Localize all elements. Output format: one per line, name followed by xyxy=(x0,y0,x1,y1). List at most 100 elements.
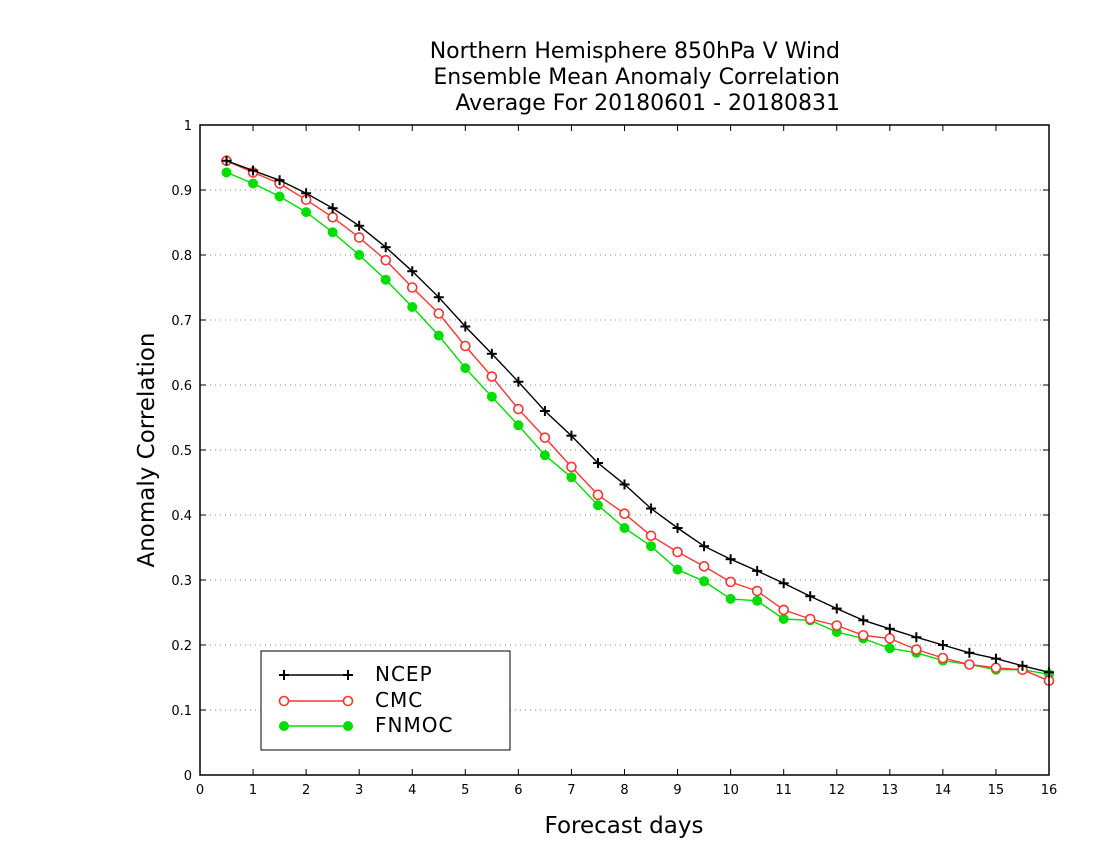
data-point-cmc xyxy=(804,613,816,625)
x-tick-label: 12 xyxy=(828,783,845,798)
data-point-ncep xyxy=(699,541,710,552)
x-tick-label: 15 xyxy=(988,783,1005,798)
data-point-ncep xyxy=(911,632,922,643)
plot-frame xyxy=(199,124,1050,776)
data-point-fnmoc xyxy=(752,595,763,606)
x-tick-label: 8 xyxy=(620,783,628,798)
y-tick-label: 0.4 xyxy=(171,509,192,524)
data-point-cmc xyxy=(406,282,418,293)
series-lines xyxy=(221,155,1055,687)
x-tick-label: 6 xyxy=(514,783,522,798)
data-point-fnmoc xyxy=(327,227,338,238)
data-point-fnmoc xyxy=(778,614,789,624)
x-tick-label: 0 xyxy=(196,783,204,798)
x-tick-label: 9 xyxy=(673,783,681,798)
axis-ticks: 00.10.20.30.40.50.60.70.80.910 1 2 3 4 5 6 7 8 9 1… xyxy=(171,119,1057,798)
x-tick-label: 5 xyxy=(461,783,469,798)
data-point-ncep xyxy=(248,165,259,176)
data-point-cmc xyxy=(751,585,763,597)
data-point-ncep xyxy=(380,242,391,253)
data-point-ncep xyxy=(407,266,418,277)
data-point-fnmoc xyxy=(513,420,524,431)
data-point-ncep xyxy=(725,554,736,565)
legend: NCEP CMC FNMOC xyxy=(260,650,511,751)
x-tick-label: 11 xyxy=(775,783,792,798)
series-line-ncep xyxy=(226,160,1050,673)
data-point-cmc xyxy=(592,489,604,501)
x-tick-label: 10 xyxy=(722,783,739,798)
data-point-cmc xyxy=(964,659,975,670)
data-point-fnmoc xyxy=(539,450,550,461)
data-point-ncep xyxy=(566,430,577,441)
y-tick-label: 0.5 xyxy=(171,444,192,459)
data-point-fnmoc xyxy=(460,363,471,374)
legend-swatch-ncep xyxy=(279,670,353,680)
data-point-cmc xyxy=(566,461,577,473)
x-tick-label: 16 xyxy=(1041,783,1058,798)
data-point-cmc xyxy=(884,633,896,644)
x-tick-label: 14 xyxy=(935,783,952,798)
data-point-cmc xyxy=(433,308,445,319)
x-tick-label: 13 xyxy=(882,783,899,798)
data-point-ncep xyxy=(964,647,975,658)
data-point-ncep xyxy=(646,503,657,514)
data-point-cmc xyxy=(619,508,630,520)
data-point-cmc xyxy=(645,530,657,542)
y-tick-label: 0.1 xyxy=(171,704,192,719)
data-point-ncep xyxy=(539,406,550,416)
legend-marker-end-fnmoc xyxy=(343,721,353,731)
y-tick-label: 0.9 xyxy=(171,184,192,199)
data-point-cmc xyxy=(937,652,949,664)
data-point-ncep xyxy=(752,565,763,576)
data-point-fnmoc xyxy=(592,500,603,511)
data-point-fnmoc xyxy=(486,391,497,402)
data-point-ncep xyxy=(301,188,312,199)
x-axis-label: Forecast days xyxy=(545,813,704,839)
legend-marker-end-cmc xyxy=(342,695,354,707)
data-point-ncep xyxy=(486,348,497,359)
data-point-fnmoc xyxy=(646,541,657,552)
legend-marker-start-fnmoc xyxy=(279,721,289,731)
data-point-fnmoc xyxy=(274,191,285,202)
data-point-ncep xyxy=(513,376,524,387)
data-point-cmc xyxy=(831,620,843,631)
data-point-fnmoc xyxy=(407,302,418,312)
data-point-fnmoc xyxy=(884,643,895,654)
legend-swatch-fnmoc xyxy=(279,721,353,731)
data-point-ncep xyxy=(274,175,285,186)
legend-label-cmc: CMC xyxy=(375,688,423,712)
data-point-cmc xyxy=(778,604,789,616)
x-tick-label: 2 xyxy=(302,783,310,798)
legend-entries xyxy=(278,670,354,731)
y-tick-label: 1 xyxy=(184,119,192,134)
data-point-cmc xyxy=(857,629,869,641)
data-point-fnmoc xyxy=(725,593,736,604)
data-point-cmc xyxy=(513,403,524,415)
data-point-ncep xyxy=(884,623,895,634)
data-point-ncep xyxy=(619,479,630,490)
data-point-cmc xyxy=(380,254,392,266)
legend-label-fnmoc: FNMOC xyxy=(375,713,453,737)
legend-marker-end-ncep xyxy=(343,670,353,680)
x-tick-label: 7 xyxy=(567,783,575,798)
legend-marker-start-ncep xyxy=(279,670,289,680)
data-point-ncep xyxy=(221,155,232,166)
data-point-cmc xyxy=(911,644,922,655)
y-tick-label: 0.3 xyxy=(171,574,192,589)
data-point-cmc xyxy=(698,561,710,572)
x-tick-label: 1 xyxy=(249,783,257,798)
x-tick-label: 4 xyxy=(408,783,416,798)
data-point-cmc xyxy=(725,576,736,588)
legend-label-ncep: NCEP xyxy=(375,662,433,686)
data-point-ncep xyxy=(858,615,869,626)
data-point-fnmoc xyxy=(619,523,630,533)
chart-title-line-3: Average For 20180601 - 20180831 xyxy=(455,91,840,116)
data-point-ncep xyxy=(460,321,471,332)
data-point-cmc xyxy=(672,546,683,558)
data-point-ncep xyxy=(937,640,948,650)
data-point-cmc xyxy=(327,212,338,223)
chart-title-line-1: Northern Hemisphere 850hPa V Wind xyxy=(430,39,840,64)
chart-title-line-2: Ensemble Mean Anomaly Correlation xyxy=(433,65,840,90)
y-tick-label: 0.7 xyxy=(171,314,192,329)
legend-swatch-cmc xyxy=(278,695,354,707)
